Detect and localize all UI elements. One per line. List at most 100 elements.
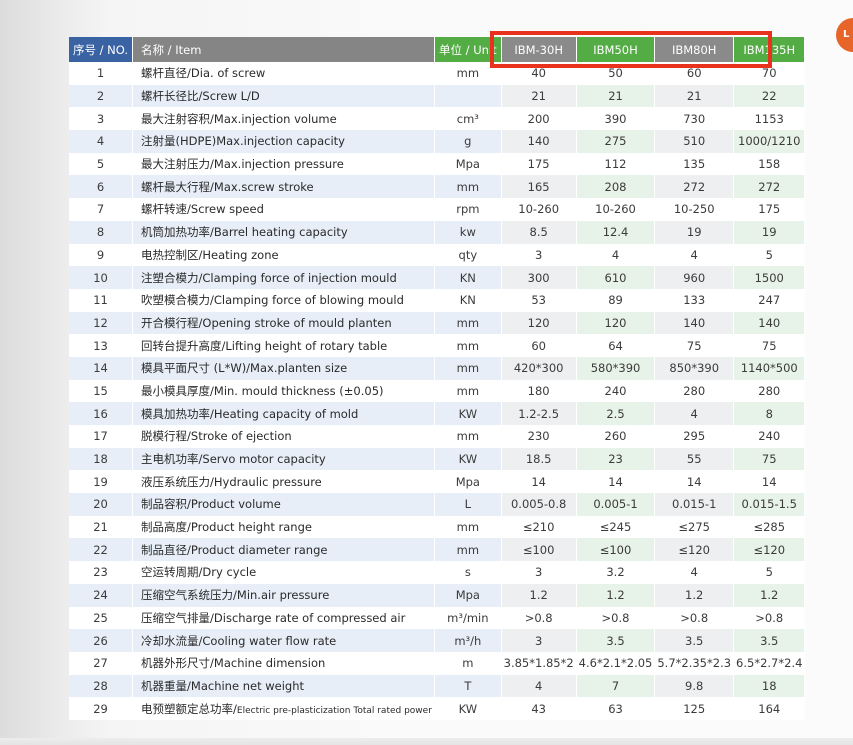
value-ibm50h: 14 [576, 470, 656, 494]
value-ibm30h: 3 [501, 243, 577, 267]
table-row: 22 制品直径/Product diameter range mm ≤100 ≤100 ≤… [69, 538, 806, 562]
value-ibm30h: 43 [501, 697, 577, 720]
value-ibm50h: 21 [576, 84, 656, 108]
row-no: 7 [69, 198, 134, 221]
row-item: 机器外形尺寸/Machine dimension [132, 651, 436, 675]
row-item: 最小模具厚度/Min. mould thickness (±0.05) [132, 379, 436, 403]
row-item: 开合模行程/Opening stroke of mould planten [132, 311, 436, 335]
table-row: 2 螺杆长径比/Screw L/D 21 21 21 22 [69, 84, 806, 108]
value-ibm80h: 3.5 [654, 629, 735, 652]
row-no: 28 [69, 674, 134, 698]
value-ibm135h: 1140*500 [733, 356, 806, 380]
row-no: 27 [69, 651, 134, 675]
value-ibm135h: 75 [733, 447, 806, 471]
value-ibm80h: 4 [654, 243, 735, 267]
header-item: 名称 / Item [132, 37, 436, 62]
table-row: 29 电预塑额定总功率/Electric pre-plasticization T… [69, 697, 806, 720]
value-ibm135h: 19 [733, 220, 806, 244]
table-row: 20 制品容积/Product volume L 0.005-0.8 0.005-1 0.… [69, 493, 806, 516]
header-model-ibm50h: IBM50H [576, 37, 656, 62]
value-ibm30h: ≤210 [501, 515, 577, 539]
value-ibm30h: 175 [501, 152, 577, 176]
row-no: 26 [69, 629, 134, 652]
row-item: 电预塑额定总功率/Electric pre-plasticization Tot… [132, 697, 436, 720]
value-ibm80h: 19 [654, 220, 735, 244]
value-ibm30h: 420*300 [501, 356, 577, 380]
row-item-main: 电预塑额定总功率/ [141, 701, 237, 716]
value-ibm135h: 5 [733, 561, 806, 584]
value-ibm30h: 1.2 [501, 583, 577, 607]
row-item: 吹塑模合模力/Clamping force of blowing mould [132, 288, 436, 312]
value-ibm135h: 1153 [733, 107, 806, 131]
row-item: 制品容积/Product volume [132, 493, 436, 516]
row-item: 螺杆最大行程/Max.screw stroke [132, 175, 436, 199]
value-ibm135h: 1500 [733, 266, 806, 289]
value-ibm80h: 0.015-1 [654, 493, 735, 516]
table-row: 3 最大注射容积/Max.injection volume cm³ 200 390 730… [69, 107, 806, 131]
value-ibm80h: 295 [654, 425, 735, 448]
value-ibm30h: 14 [501, 470, 577, 494]
value-ibm50h: 0.005-1 [576, 493, 656, 516]
row-no: 18 [69, 447, 134, 471]
value-ibm80h: 280 [654, 379, 735, 403]
value-ibm135h: 75 [733, 334, 806, 357]
value-ibm30h: 120 [501, 311, 577, 335]
row-unit: mm [434, 334, 502, 357]
value-ibm30h: 300 [501, 266, 577, 289]
value-ibm80h: 125 [654, 697, 735, 720]
table-header-row: 序号 / NO. 名称 / Item 单位 / Unit IBM-30H IBM… [69, 37, 806, 62]
row-no: 19 [69, 470, 134, 494]
value-ibm80h: 75 [654, 334, 735, 357]
value-ibm30h: 53 [501, 288, 577, 312]
value-ibm50h: 580*390 [576, 356, 656, 380]
value-ibm30h: 10-260 [501, 198, 577, 221]
value-ibm30h: 230 [501, 425, 577, 448]
value-ibm80h: 10-250 [654, 198, 735, 221]
value-ibm30h: 60 [501, 334, 577, 357]
row-item: 主电机功率/Servo motor capacity [132, 447, 436, 471]
value-ibm50h: 240 [576, 379, 656, 403]
row-unit: mm [434, 425, 502, 448]
row-item: 制品高度/Product height range [132, 515, 436, 539]
value-ibm135h: 175 [733, 198, 806, 221]
row-unit: s [434, 561, 502, 584]
value-ibm50h: 112 [576, 152, 656, 176]
header-model-ibm30h: IBM-30H [501, 37, 577, 62]
table-row: 4 注射量(HDPE)Max.injection capacity g 140 275 5… [69, 130, 806, 153]
value-ibm50h: 64 [576, 334, 656, 357]
table-row: 15 最小模具厚度/Min. mould thickness (±0.05) mm 1… [69, 379, 806, 403]
row-item: 螺杆转速/Screw speed [132, 198, 436, 221]
value-ibm80h: 1.2 [654, 583, 735, 607]
table-row: 10 注塑合模力/Clamping force of injection moul… [69, 266, 806, 289]
table-row: 6 螺杆最大行程/Max.screw stroke mm 165 208 272 272 [69, 175, 806, 199]
value-ibm50h: ≤245 [576, 515, 656, 539]
value-ibm50h: 23 [576, 447, 656, 471]
value-ibm80h: 730 [654, 107, 735, 131]
value-ibm30h: 165 [501, 175, 577, 199]
value-ibm30h: ≤100 [501, 538, 577, 562]
row-no: 5 [69, 152, 134, 176]
row-no: 17 [69, 425, 134, 448]
row-item-small: Electric pre-plasticization Total rated … [236, 705, 432, 716]
value-ibm30h: 1.2-2.5 [501, 402, 577, 425]
table-row: 13 回转台提升高度/Lifting height of rotary table… [69, 334, 806, 357]
row-item: 压缩空气系统压力/Min.air pressure [132, 583, 436, 607]
row-unit: mm [434, 356, 502, 380]
row-unit: KW [434, 402, 502, 425]
value-ibm135h: 22 [733, 84, 806, 108]
row-item: 机器重量/Machine net weight [132, 674, 436, 698]
table-row: 11 吹塑模合模力/Clamping force of blowing mould… [69, 288, 806, 312]
table-row: 25 压缩空气排量/Discharge rate of compressed ai… [69, 606, 806, 630]
header-no: 序号 / NO. [69, 37, 134, 62]
value-ibm30h: 8.5 [501, 220, 577, 244]
row-item: 机筒加热功率/Barrel heating capacity [132, 220, 436, 244]
table-row: 14 模具平面尺寸 (L*W)/Max.planten size mm 420*300… [69, 356, 806, 380]
row-unit: mm [434, 62, 502, 85]
corner-badge[interactable]: L [836, 18, 853, 52]
row-no: 21 [69, 515, 134, 539]
table-row: 8 机筒加热功率/Barrel heating capacity kw 8.5 12.4… [69, 220, 806, 244]
row-item: 最大注射容积/Max.injection volume [132, 107, 436, 131]
row-unit: mm [434, 311, 502, 335]
bottom-shade [0, 738, 853, 745]
table-row: 9 电热控制区/Heating zone qty 3 4 4 5 [69, 243, 806, 267]
